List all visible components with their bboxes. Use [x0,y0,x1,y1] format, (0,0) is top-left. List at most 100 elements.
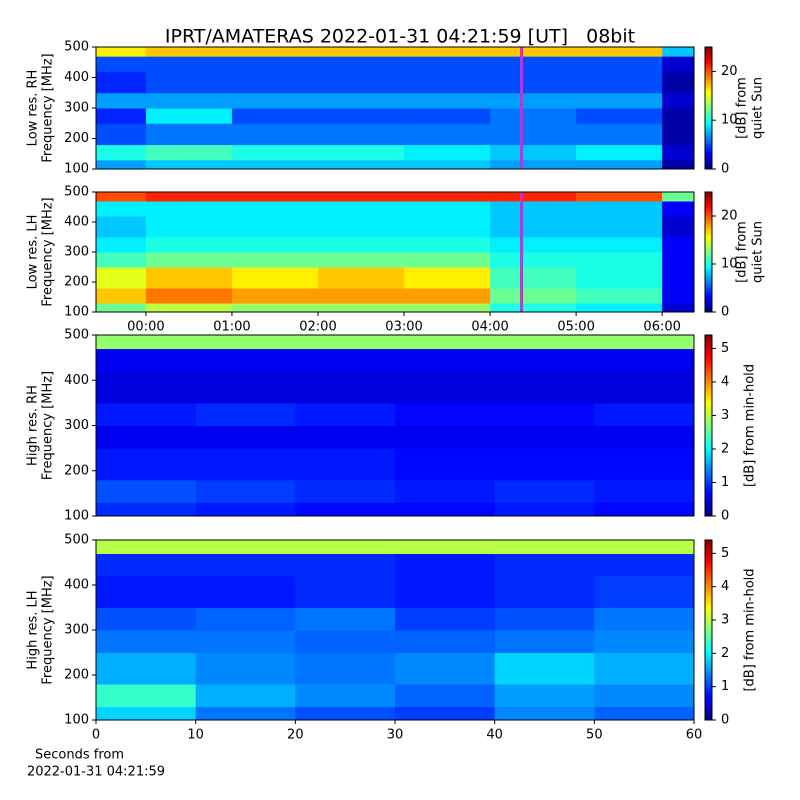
heatmap-cell [494,479,595,503]
heatmap-cell [96,237,147,253]
colorbar-tick-label: 2 [721,441,729,456]
heatmap-cell [295,448,396,481]
heatmap-cell [231,56,319,72]
heatmap-cell [576,159,663,170]
x-tick-label: 02:00 [299,320,336,335]
heatmap-cell [576,303,663,313]
heatmap-cell [231,288,319,304]
heatmap-cell [231,47,319,57]
heatmap-cell [490,123,577,146]
y-tick-label: 300 [64,623,89,638]
heatmap-cell [96,159,147,170]
heatmap-cell [490,237,577,253]
heatmap-cell [195,502,296,517]
heatmap-cell [96,652,197,685]
y-axis-label: Frequency [MHz] [41,575,56,684]
y-axis-label: High res. LH [26,590,41,669]
heatmap-cell [662,192,695,202]
heatmap-cell [494,335,595,350]
heatmap-cell [295,348,396,372]
heatmap-cell [395,371,496,404]
heatmap-cell [231,92,319,109]
heatmap-cell [395,576,496,608]
x-tick-label: 00:00 [127,320,164,335]
heatmap-cell [295,335,396,350]
heatmap-cell [145,92,233,109]
heatmap-cell [96,108,147,124]
heatmap-cell [494,448,595,481]
heatmap-cell [96,303,147,313]
heatmap-cell [494,553,595,577]
heatmap-cell [594,652,695,685]
heatmap-cell [231,159,319,170]
heatmap-cell [576,288,663,304]
heatmap-cell [594,706,695,721]
heatmap-cell [662,71,695,94]
heatmap-cell [145,267,233,289]
heatmap-cell [231,123,319,146]
x-tick-label: 20 [287,728,304,743]
heatmap-cell [404,123,491,146]
y-tick-label: 400 [64,373,89,388]
heatmap-cell [594,402,695,426]
heatmap-cell [490,216,577,238]
y-axis-label: Frequency [MHz] [41,371,56,480]
heatmap-cell [317,237,405,253]
heatmap-cell [317,192,405,202]
y-tick-label: 100 [64,305,89,320]
heatmap-cell [662,252,695,268]
heatmap-cell [490,71,577,94]
heatmap-cell [662,123,695,146]
colorbar-label: [dB] from min-hold [743,568,758,691]
y-tick-label: 300 [64,418,89,433]
heatmap-cell [576,92,663,109]
heatmap-cell [145,159,233,170]
heatmap-cell [404,303,491,313]
heatmap-cell [594,448,695,481]
heatmap-cell [662,56,695,72]
heatmap-cell [662,267,695,289]
heatmap-cell [317,47,405,57]
heatmap-cell [576,71,663,94]
heatmap-cell [490,92,577,109]
colorbar [704,539,713,721]
heatmap-cell [231,71,319,94]
heatmap-cell [594,479,695,503]
y-tick-label: 100 [64,713,89,728]
y-axis-label: Frequency [MHz] [41,53,56,162]
x-tick-label: 50 [586,728,603,743]
y-axis-label: Low res. LH [26,215,41,290]
heatmap-cell [96,684,197,707]
heatmap-cell [490,303,577,313]
heatmap-cell [317,159,405,170]
heatmap-cell [295,502,396,517]
heatmap-cell [96,267,147,289]
heatmap-cell [96,479,197,503]
heatmap-cell [195,607,296,631]
heatmap-cell [395,684,496,707]
colorbar-tick-label: 20 [721,209,738,224]
heatmap-cell [494,425,595,449]
heatmap-cell [662,92,695,109]
colorbar-tick-label: 0 [721,305,729,320]
colorbar-tick-label: 0 [721,509,729,524]
heatmap-cell [231,237,319,253]
heatmap-cell [490,47,577,57]
y-tick-label: 200 [64,275,89,290]
heatmap-cell [594,630,695,653]
heatmap-cell [594,540,695,554]
x-tick-label: 03:00 [385,320,422,335]
x-tick-label: 40 [486,728,503,743]
heatmap-cell [317,71,405,94]
heatmap-cell [195,684,296,707]
heatmap-cell [404,216,491,238]
heatmap-cell [317,108,405,124]
heatmap-cell [662,216,695,238]
heatmap-cell [295,576,396,608]
y-tick-label: 500 [64,40,89,55]
heatmap-cell [594,607,695,631]
heatmap-cell [96,402,197,426]
heatmap-cell [494,652,595,685]
heatmap-cell [395,448,496,481]
heatmap-cell [317,252,405,268]
